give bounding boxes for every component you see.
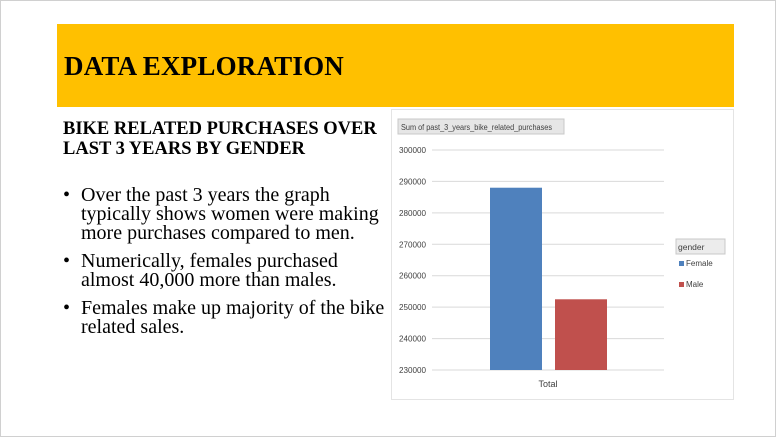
bullet-item: • Females make up majority of the bike re… [63,297,393,338]
bullet-item: • Over the past 3 years the graph typical… [63,184,393,244]
legend-label-male: Male [686,280,704,289]
bullet-icon: • [63,250,71,272]
bar-female [490,187,542,370]
bar-chart: Sum of past_3_years_bike_related_purchas… [391,109,734,400]
chart-title: Sum of past_3_years_bike_related_purchas… [401,123,552,132]
y-tick-label: 240000 [399,335,427,344]
bullet-text: Over the past 3 years the graph typicall… [81,184,379,244]
slide-title: DATA EXPLORATION [64,51,344,81]
section-subtitle: BIKE RELATED PURCHASES OVER LAST 3 YEARS… [63,119,377,159]
bar-male [555,299,607,370]
y-tick-label: 260000 [399,272,427,281]
y-tick-label: 290000 [399,177,427,186]
bullet-list: • Over the past 3 years the graph typical… [63,184,393,346]
y-tick-label: 250000 [399,303,427,312]
bullet-item: • Numerically, females purchased almost 4… [63,250,393,291]
y-tick-label: 280000 [399,209,427,218]
y-tick-label: 300000 [399,146,427,155]
x-tick-label: Total [538,379,557,389]
legend-title-box [675,238,726,255]
legend-title: gender [678,242,705,252]
legend-swatch-female [679,261,684,266]
bullet-text: Numerically, females purchased almost 40… [81,250,338,291]
title-banner: DATA EXPLORATION [57,24,734,107]
legend-swatch-male [679,282,684,287]
y-tick-label: 270000 [399,240,427,249]
chart-title-box [397,118,565,135]
legend-label-female: Female [686,259,713,268]
bullet-icon: • [63,297,71,319]
chart-svg: Sum of past_3_years_bike_related_purchas… [397,118,726,389]
bullet-icon: • [63,184,71,206]
y-tick-label: 230000 [399,366,427,375]
bullet-text: Females make up majority of the bike rel… [81,297,385,338]
